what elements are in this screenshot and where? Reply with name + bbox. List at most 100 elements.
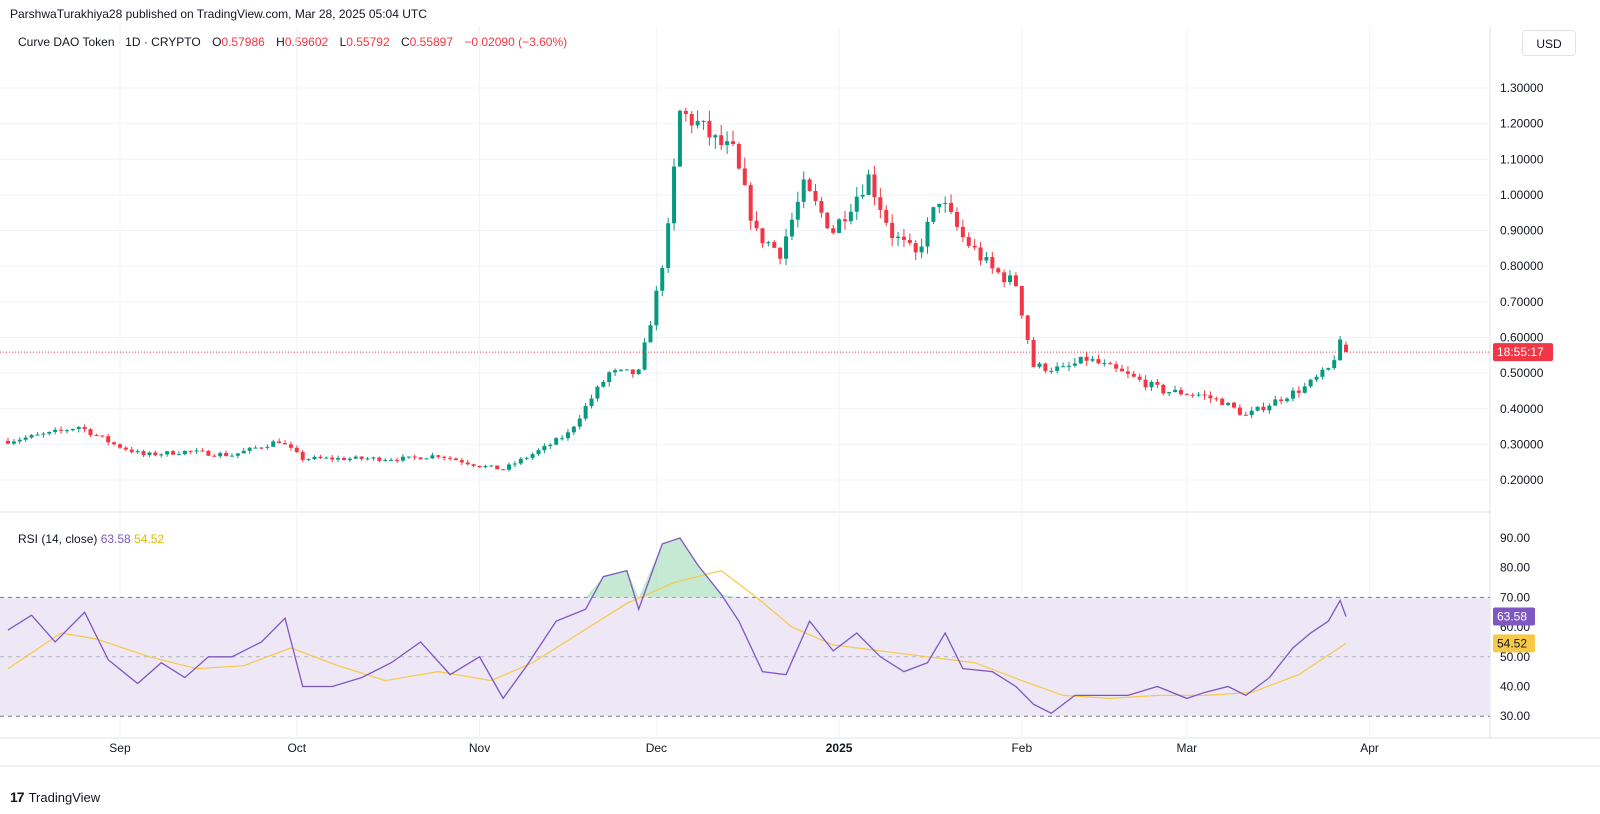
candle-body (188, 450, 193, 452)
candle-body (312, 456, 317, 460)
candle-body (135, 451, 140, 453)
candle-body (389, 459, 394, 461)
candle-body (949, 202, 954, 212)
candle-body (277, 441, 282, 443)
price-tick-label: 0.70000 (1500, 295, 1544, 309)
candle-body (984, 257, 989, 261)
candle-body (1296, 390, 1301, 393)
candle-body (707, 121, 712, 138)
candle-body (931, 207, 936, 222)
candle-body (17, 439, 22, 442)
candle-body (601, 381, 606, 387)
candle-body (1149, 381, 1154, 388)
close-value: 0.55897 (409, 35, 454, 49)
price-tick-label: 0.40000 (1500, 402, 1544, 416)
time-axis-label: Dec (646, 741, 667, 755)
candle-body (1226, 402, 1231, 405)
candle-body (978, 247, 983, 261)
candle-body (719, 135, 724, 146)
candle-body (406, 456, 411, 458)
candle-body (1055, 366, 1060, 371)
candle-body (59, 429, 64, 431)
high-value: 0.59602 (284, 35, 329, 49)
low-value: 0.55792 (346, 35, 390, 49)
candle-body (943, 202, 948, 204)
tradingview-brand[interactable]: 17 TradingView (10, 789, 100, 805)
candle-body (1320, 369, 1325, 377)
candle-body (866, 174, 871, 195)
candle-body (1273, 399, 1278, 406)
candle-body (819, 200, 824, 213)
candle-body (672, 166, 677, 224)
candle-body (1096, 359, 1101, 364)
candle-body (624, 369, 629, 371)
candle-body (919, 246, 924, 253)
symbol-legend: Curve DAO Token · 1D · CRYPTO O0.57986 H… (18, 35, 567, 49)
candle-body (383, 460, 388, 462)
candle-body (235, 453, 240, 456)
candle-body (159, 454, 164, 456)
candle-body (901, 236, 906, 240)
candle-body (1131, 373, 1136, 377)
brand-name: TradingView (28, 789, 101, 805)
rsi-tick-label: 70.00 (1500, 590, 1530, 604)
open-value: 0.57986 (221, 35, 265, 49)
candle-body (1178, 389, 1183, 395)
price-tick-label: 0.50000 (1500, 366, 1544, 380)
candle-body (1255, 406, 1260, 411)
candle-body (530, 454, 535, 458)
candle-body (695, 120, 700, 126)
candle-body (224, 453, 229, 456)
candle-body (913, 243, 918, 253)
candle-body (872, 174, 877, 198)
candle-body (501, 469, 506, 471)
candle-body (412, 456, 417, 458)
published-by-line: ParshwaTurakhiya28 published on TradingV… (10, 7, 427, 21)
candle-body (654, 290, 659, 326)
rsi-ma-badge-text: 54.52 (1497, 636, 1527, 650)
candle-body (141, 451, 146, 456)
currency-button[interactable]: USD (1522, 30, 1576, 56)
candle-body (1290, 390, 1295, 399)
candle-body (1043, 363, 1048, 371)
candle-body (642, 342, 647, 370)
candle-body (1114, 364, 1119, 369)
candle-body (748, 185, 753, 221)
candle-body (117, 444, 122, 448)
candle-body (477, 465, 482, 468)
rsi-title[interactable]: RSI (14, close) (18, 532, 98, 546)
candle-body (1279, 399, 1284, 402)
candle-body (1061, 366, 1066, 368)
candle-body (395, 459, 400, 461)
candle-body (583, 406, 588, 419)
candle-body (182, 450, 187, 455)
candle-body (336, 458, 341, 460)
candle-body (813, 190, 818, 201)
candle-body (954, 211, 959, 227)
candle-body (165, 451, 170, 455)
candle-body (41, 433, 46, 435)
candle-body (736, 144, 741, 169)
candle-body (1208, 395, 1213, 399)
candles-layer[interactable] (6, 107, 1348, 472)
candle-body (1066, 365, 1071, 367)
candle-body (766, 242, 771, 244)
candle-body (831, 228, 836, 233)
candle-body (518, 458, 523, 464)
candle-body (524, 457, 529, 459)
candle-body (660, 268, 665, 291)
candle-body (795, 201, 800, 220)
candle-body (153, 452, 158, 456)
candle-body (88, 429, 93, 436)
candle-body (577, 418, 582, 427)
candle-body (860, 194, 865, 197)
candle-body (890, 222, 895, 239)
candle-body (1167, 392, 1172, 394)
symbol-title[interactable]: Curve DAO Token · 1D · CRYPTO (18, 35, 201, 49)
candle-body (848, 211, 853, 222)
candle-body (1078, 356, 1083, 364)
candle-body (837, 219, 842, 233)
candle-body (565, 432, 570, 439)
candle-body (972, 245, 977, 248)
